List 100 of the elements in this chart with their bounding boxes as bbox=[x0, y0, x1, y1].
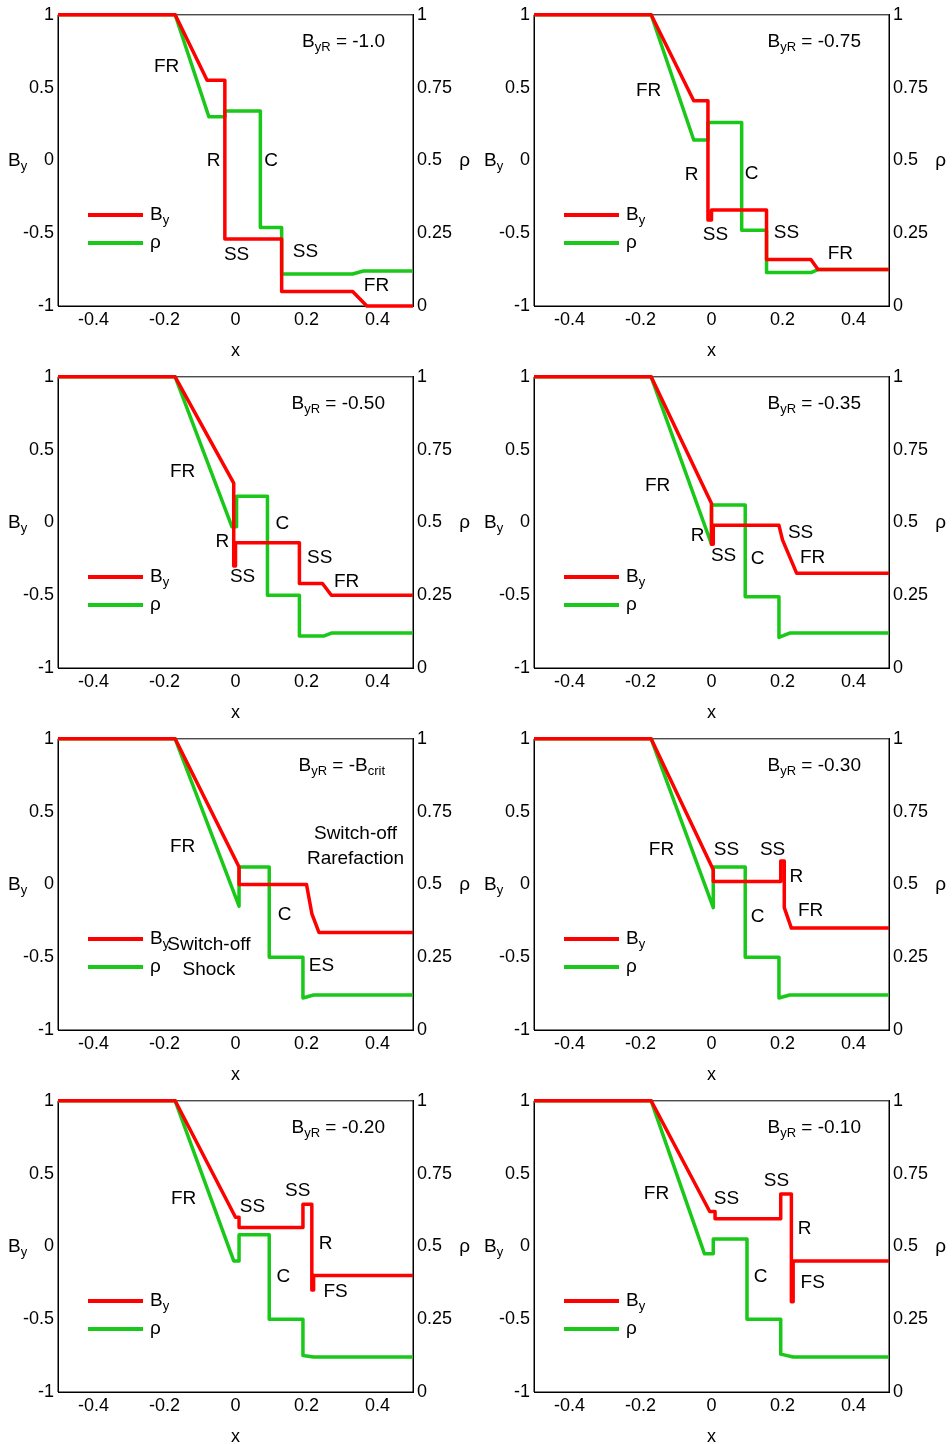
y2-tick-label: 0.75 bbox=[893, 438, 929, 459]
x-axis-title: x bbox=[231, 1426, 240, 1444]
annotation: C bbox=[264, 148, 278, 170]
x-tick-label: 0 bbox=[706, 1394, 717, 1415]
y2-tick-label: 0.5 bbox=[417, 873, 443, 894]
x-tick-label: -0.4 bbox=[77, 670, 110, 691]
x-tick-label: 0.2 bbox=[293, 670, 320, 691]
annotation: FR bbox=[644, 474, 671, 496]
y2-tick-label: 0.25 bbox=[893, 1308, 929, 1329]
x-tick-label: -0.4 bbox=[77, 308, 110, 329]
y2-tick-label: 0 bbox=[893, 656, 904, 677]
y-tick-label: 0.5 bbox=[28, 1162, 54, 1183]
annotation: FR bbox=[169, 834, 196, 856]
y2-tick-label: 0.75 bbox=[417, 800, 453, 821]
legend-label: ρ bbox=[150, 955, 161, 977]
annotation: FR bbox=[363, 273, 390, 295]
x-tick-label: 0 bbox=[706, 308, 717, 329]
legend-label: ρ bbox=[150, 1317, 161, 1339]
y-tick-label: 1 bbox=[43, 1089, 54, 1110]
annotation: FR bbox=[643, 1182, 670, 1204]
annotation: FR bbox=[153, 54, 180, 76]
legend-label: ρ bbox=[626, 231, 637, 253]
annotation: Switch-off Shock bbox=[167, 932, 252, 979]
annotation: R bbox=[797, 1217, 812, 1239]
y2-tick-label: 1 bbox=[893, 727, 904, 748]
y-tick-label: 0 bbox=[519, 1235, 530, 1256]
y2-tick-label: 0.5 bbox=[893, 873, 919, 894]
x-axis-title: x bbox=[707, 340, 716, 361]
y-tick-label: 0.5 bbox=[504, 76, 530, 97]
y-tick-label: -0.5 bbox=[498, 946, 530, 967]
y2-axis-title: ρ bbox=[459, 148, 471, 170]
annotation: R bbox=[318, 1231, 333, 1253]
y2-tick-label: 0 bbox=[417, 1380, 428, 1401]
annotation: C bbox=[277, 903, 292, 925]
y2-tick-label: 0.5 bbox=[417, 149, 443, 170]
y-tick-label: 1 bbox=[519, 365, 530, 386]
y-tick-label: 0 bbox=[43, 873, 54, 894]
y-tick-label: 0.5 bbox=[504, 800, 530, 821]
x-tick-label: -0.2 bbox=[624, 1032, 657, 1053]
y2-tick-label: 0.75 bbox=[893, 76, 929, 97]
annotation: C bbox=[744, 161, 759, 183]
y-tick-label: 0.5 bbox=[28, 76, 54, 97]
y2-tick-label: 0.75 bbox=[893, 1162, 929, 1183]
annotation: SS bbox=[292, 240, 319, 262]
y2-axis-title: ρ bbox=[459, 872, 471, 894]
x-tick-label: 0.4 bbox=[840, 670, 867, 691]
legend-label: ρ bbox=[626, 1317, 637, 1339]
x-tick-label: -0.4 bbox=[553, 1394, 586, 1415]
annotation: SS bbox=[710, 544, 737, 566]
y-tick-label: -1 bbox=[37, 1380, 54, 1401]
y-tick-label: -0.5 bbox=[498, 584, 530, 605]
y-tick-label: -1 bbox=[513, 294, 530, 315]
y2-tick-label: 0.25 bbox=[417, 584, 453, 605]
y2-tick-label: 0 bbox=[417, 656, 428, 677]
x-tick-label: 0.4 bbox=[840, 308, 867, 329]
y2-axis-title: ρ bbox=[935, 1234, 947, 1256]
x-tick-label: 0.2 bbox=[769, 670, 796, 691]
y-tick-label: -0.5 bbox=[498, 1308, 530, 1329]
annotation: Switch-off Rarefaction bbox=[306, 822, 405, 869]
annotation: R bbox=[690, 523, 705, 545]
x-tick-label: -0.4 bbox=[553, 670, 586, 691]
annotation: C bbox=[753, 1265, 768, 1287]
y2-tick-label: 0.25 bbox=[417, 946, 453, 967]
annotation: FR bbox=[827, 241, 854, 263]
x-axis-title: x bbox=[231, 340, 240, 361]
annotation: C bbox=[275, 512, 290, 534]
legend-label: ρ bbox=[626, 955, 637, 977]
annotation: SS bbox=[239, 1195, 266, 1217]
x-axis-title: x bbox=[231, 1064, 240, 1085]
y2-tick-label: 0 bbox=[417, 294, 428, 315]
x-tick-label: -0.2 bbox=[148, 1032, 181, 1053]
x-tick-label: 0 bbox=[230, 670, 241, 691]
y-tick-label: -0.5 bbox=[22, 222, 54, 243]
x-tick-label: -0.4 bbox=[77, 1032, 110, 1053]
y-tick-label: 1 bbox=[519, 3, 530, 24]
y2-axis-title: ρ bbox=[459, 1234, 471, 1256]
y2-tick-label: 0.25 bbox=[417, 1308, 453, 1329]
y2-tick-label: 0.25 bbox=[417, 222, 453, 243]
y2-axis-title: ρ bbox=[935, 148, 947, 170]
annotation: FR bbox=[171, 1186, 197, 1208]
y2-tick-label: 0.25 bbox=[893, 946, 929, 967]
x-tick-label: 0.2 bbox=[293, 1394, 320, 1415]
x-tick-label: -0.2 bbox=[148, 1394, 181, 1415]
annotation: R bbox=[206, 148, 221, 170]
y2-tick-label: 1 bbox=[893, 1089, 904, 1110]
y2-tick-label: 0 bbox=[893, 1380, 904, 1401]
annotation: SS bbox=[773, 221, 800, 243]
y-tick-label: -1 bbox=[37, 1018, 54, 1039]
y-tick-label: -0.5 bbox=[22, 946, 54, 967]
y2-tick-label: 0.5 bbox=[893, 511, 919, 532]
x-tick-label: -0.2 bbox=[624, 308, 657, 329]
x-tick-label: 0 bbox=[706, 670, 717, 691]
y2-tick-label: 0.5 bbox=[893, 1235, 919, 1256]
annotation: R bbox=[684, 163, 699, 185]
x-tick-label: 0.4 bbox=[364, 1394, 391, 1415]
x-tick-label: 0.4 bbox=[364, 308, 391, 329]
x-tick-label: 0.4 bbox=[840, 1394, 867, 1415]
y-tick-label: 1 bbox=[519, 727, 530, 748]
y-tick-label: -1 bbox=[37, 294, 54, 315]
y2-tick-label: 0.5 bbox=[893, 149, 919, 170]
